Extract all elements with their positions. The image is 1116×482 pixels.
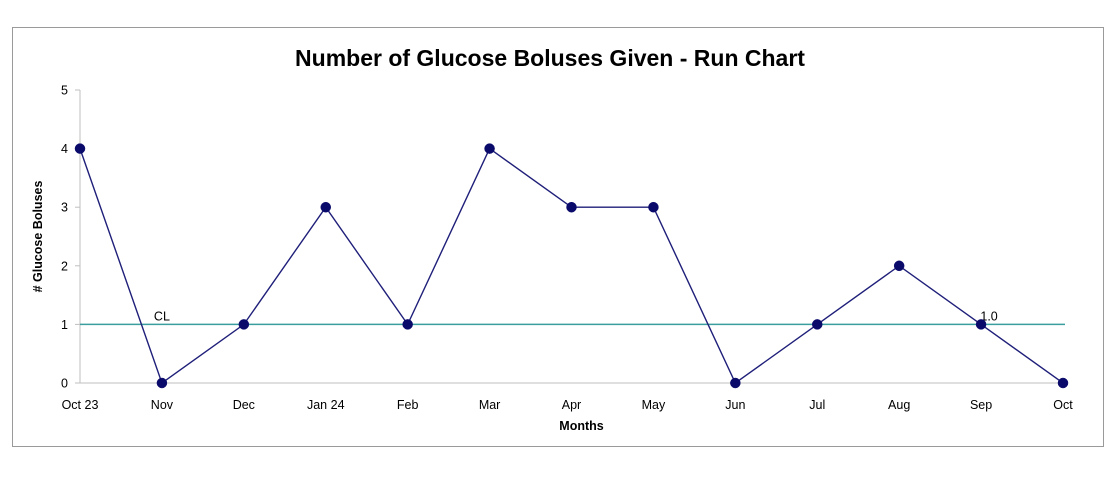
y-tick-label: 1 bbox=[61, 318, 68, 332]
chart-title: Number of Glucose Boluses Given - Run Ch… bbox=[295, 45, 805, 71]
x-tick-label: Apr bbox=[562, 398, 581, 412]
y-axis-title: # Glucose Boluses bbox=[31, 181, 45, 293]
data-point bbox=[74, 143, 86, 154]
y-axis: 0 1 2 3 4 5 bbox=[61, 84, 81, 391]
x-tick-label: Oct bbox=[1053, 398, 1073, 412]
center-line-value-label: 1.0 bbox=[980, 309, 997, 323]
series-group bbox=[74, 143, 1069, 389]
data-point bbox=[156, 377, 168, 389]
data-point bbox=[812, 319, 823, 330]
data-point bbox=[402, 319, 413, 330]
x-tick-label: Jan 24 bbox=[307, 398, 345, 412]
data-point bbox=[1057, 377, 1069, 389]
x-tick-label: Feb bbox=[397, 398, 419, 412]
chart-frame: Number of Glucose Boluses Given - Run Ch… bbox=[12, 27, 1104, 447]
data-point bbox=[975, 319, 987, 330]
x-tick-label: Sep bbox=[970, 398, 992, 412]
data-point bbox=[484, 143, 495, 154]
x-tick-label: Nov bbox=[151, 398, 174, 412]
run-chart: Number of Glucose Boluses Given - Run Ch… bbox=[31, 45, 1073, 433]
y-tick-label: 3 bbox=[61, 201, 68, 215]
data-point bbox=[566, 201, 577, 213]
y-tick-label: 2 bbox=[61, 259, 68, 273]
x-tick-label: May bbox=[642, 398, 666, 412]
data-point bbox=[238, 319, 250, 330]
x-tick-label: Jul bbox=[809, 398, 825, 412]
x-tick-label: Jun bbox=[725, 398, 745, 412]
data-point bbox=[320, 201, 331, 213]
x-tick-label: Oct 23 bbox=[62, 398, 99, 412]
x-axis-title: Months bbox=[559, 419, 603, 433]
y-tick-label: 5 bbox=[61, 84, 68, 98]
x-tick-label: Mar bbox=[479, 398, 501, 412]
x-tick-label: Aug bbox=[888, 398, 910, 412]
data-point bbox=[648, 201, 659, 213]
data-point bbox=[893, 260, 905, 272]
center-line-group: CL 1.0 bbox=[80, 309, 1065, 326]
center-line-label: CL bbox=[154, 309, 170, 323]
x-tick-label: Dec bbox=[233, 398, 255, 412]
y-tick-label: 0 bbox=[61, 377, 68, 391]
x-axis: Oct 23 Nov Dec Jan 24 Feb Mar Apr May Jun Jul Aug S… bbox=[62, 382, 1073, 412]
y-tick-label: 4 bbox=[61, 142, 68, 156]
series-line bbox=[79, 147, 1064, 385]
data-point bbox=[730, 377, 741, 389]
